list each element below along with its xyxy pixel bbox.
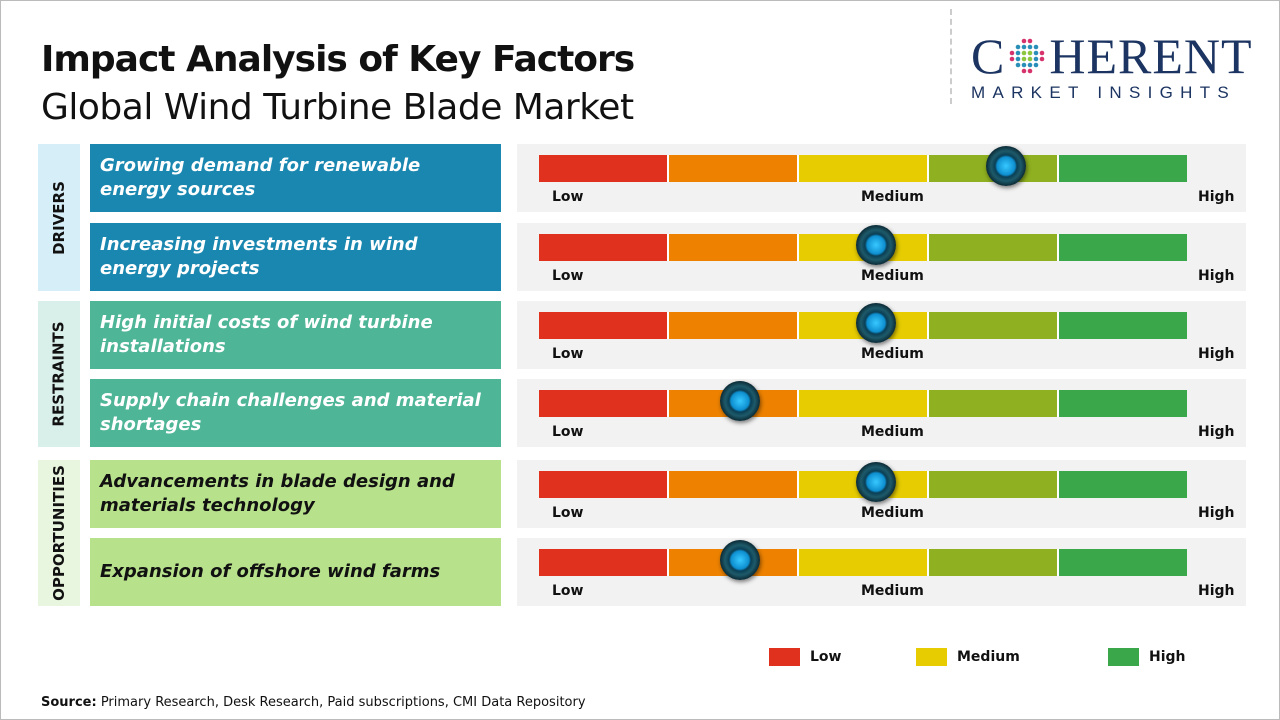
scale-label-high: High [1198,424,1235,440]
impact-indicator-knob [719,540,760,580]
scale-label-low: Low [552,583,584,599]
scale-segment [539,549,669,576]
scale-label-high: High [1198,346,1235,362]
scale-label-high: High [1198,583,1235,599]
scale-label-low: Low [552,505,584,521]
legend-label: High [1149,649,1186,665]
legend-item-high: High [1108,648,1186,666]
page-title: Impact Analysis of Key Factors [41,39,635,80]
logo: C HERENT MARKET INSIGHTS [971,31,1261,103]
scale-segment [1059,234,1187,261]
impact-indicator-knob [719,381,760,421]
globe-icon [1010,38,1045,74]
scale-label-medium: Medium [861,346,924,362]
scale-label-high: High [1198,505,1235,521]
scale-segment [929,234,1059,261]
scale-segment [1059,312,1187,339]
page-subtitle: Global Wind Turbine Blade Market [41,87,634,128]
group-label-restraints: RESTRAINTS [38,301,80,447]
legend-swatch [769,648,800,666]
impact-gauge: Low Medium High [517,223,1246,291]
impact-indicator-knob [985,146,1026,186]
scale-label-medium: Medium [861,583,924,599]
legend-item-medium: Medium [916,648,1020,666]
legend-label: Low [810,649,842,665]
scale-label-medium: Medium [861,424,924,440]
scale-segment [669,471,799,498]
logo-text-herent: HERENT [1049,28,1253,84]
impact-indicator-knob [855,303,896,343]
group-name: RESTRAINTS [50,321,69,427]
factor-label: Growing demand for renewable energy sour… [90,144,501,212]
group-label-opportunities: OPPORTUNITIES [38,460,80,606]
scale-label-medium: Medium [861,505,924,521]
scale-label-medium: Medium [861,268,924,284]
scale-segment [929,390,1059,417]
scale-segment [799,390,929,417]
scale-segment [669,155,799,182]
scale-segment [1059,549,1187,576]
scale-segment [669,312,799,339]
scale-segment [1059,390,1187,417]
logo-subtext: MARKET INSIGHTS [971,83,1237,102]
group-name: DRIVERS [50,180,69,255]
legend-item-low: Low [769,648,841,666]
impact-gauge: Low Medium High [517,301,1246,369]
logo-text-c: C [971,28,1006,84]
factor-label: Advancements in blade design and materia… [90,460,501,528]
source-note: Source: Primary Research, Desk Research,… [41,695,586,710]
impact-scale-bar [539,234,1187,261]
scale-segment [539,471,669,498]
scale-label-low: Low [552,268,584,284]
scale-segment [1059,155,1187,182]
scale-label-low: Low [552,189,584,205]
scale-segment [799,155,929,182]
group-label-drivers: DRIVERS [38,144,80,291]
legend-swatch [916,648,947,666]
scale-label-high: High [1198,268,1235,284]
scale-segment [929,549,1059,576]
scale-label-low: Low [552,424,584,440]
factor-label: Increasing investments in wind energy pr… [90,223,501,291]
impact-indicator-knob [855,462,896,502]
scale-segment [539,234,669,261]
factor-label: Supply chain challenges and material sho… [90,379,501,447]
impact-gauge: Low Medium High [517,144,1246,212]
impact-scale-bar [539,155,1187,182]
scale-segment [539,390,669,417]
impact-scale-bar [539,390,1187,417]
source-label: Source: [41,695,97,710]
group-name: OPPORTUNITIES [50,465,68,601]
factor-label: High initial costs of wind turbine insta… [90,301,501,369]
scale-segment [1059,471,1187,498]
factor-label: Expansion of offshore wind farms [90,538,501,606]
scale-segment [929,312,1059,339]
impact-gauge: Low Medium High [517,460,1246,528]
impact-scale-bar [539,549,1187,576]
scale-label-high: High [1198,189,1235,205]
impact-scale-bar [539,312,1187,339]
legend-swatch [1108,648,1139,666]
scale-label-medium: Medium [861,189,924,205]
legend-label: Medium [957,649,1020,665]
scale-label-low: Low [552,346,584,362]
scale-segment [799,549,929,576]
scale-segment [669,234,799,261]
impact-indicator-knob [855,225,896,265]
impact-gauge: Low Medium High [517,538,1246,606]
impact-gauge: Low Medium High [517,379,1246,447]
scale-segment [539,155,669,182]
divider [950,9,952,104]
source-text: Primary Research, Desk Research, Paid su… [96,695,586,710]
scale-segment [929,471,1059,498]
scale-segment [539,312,669,339]
